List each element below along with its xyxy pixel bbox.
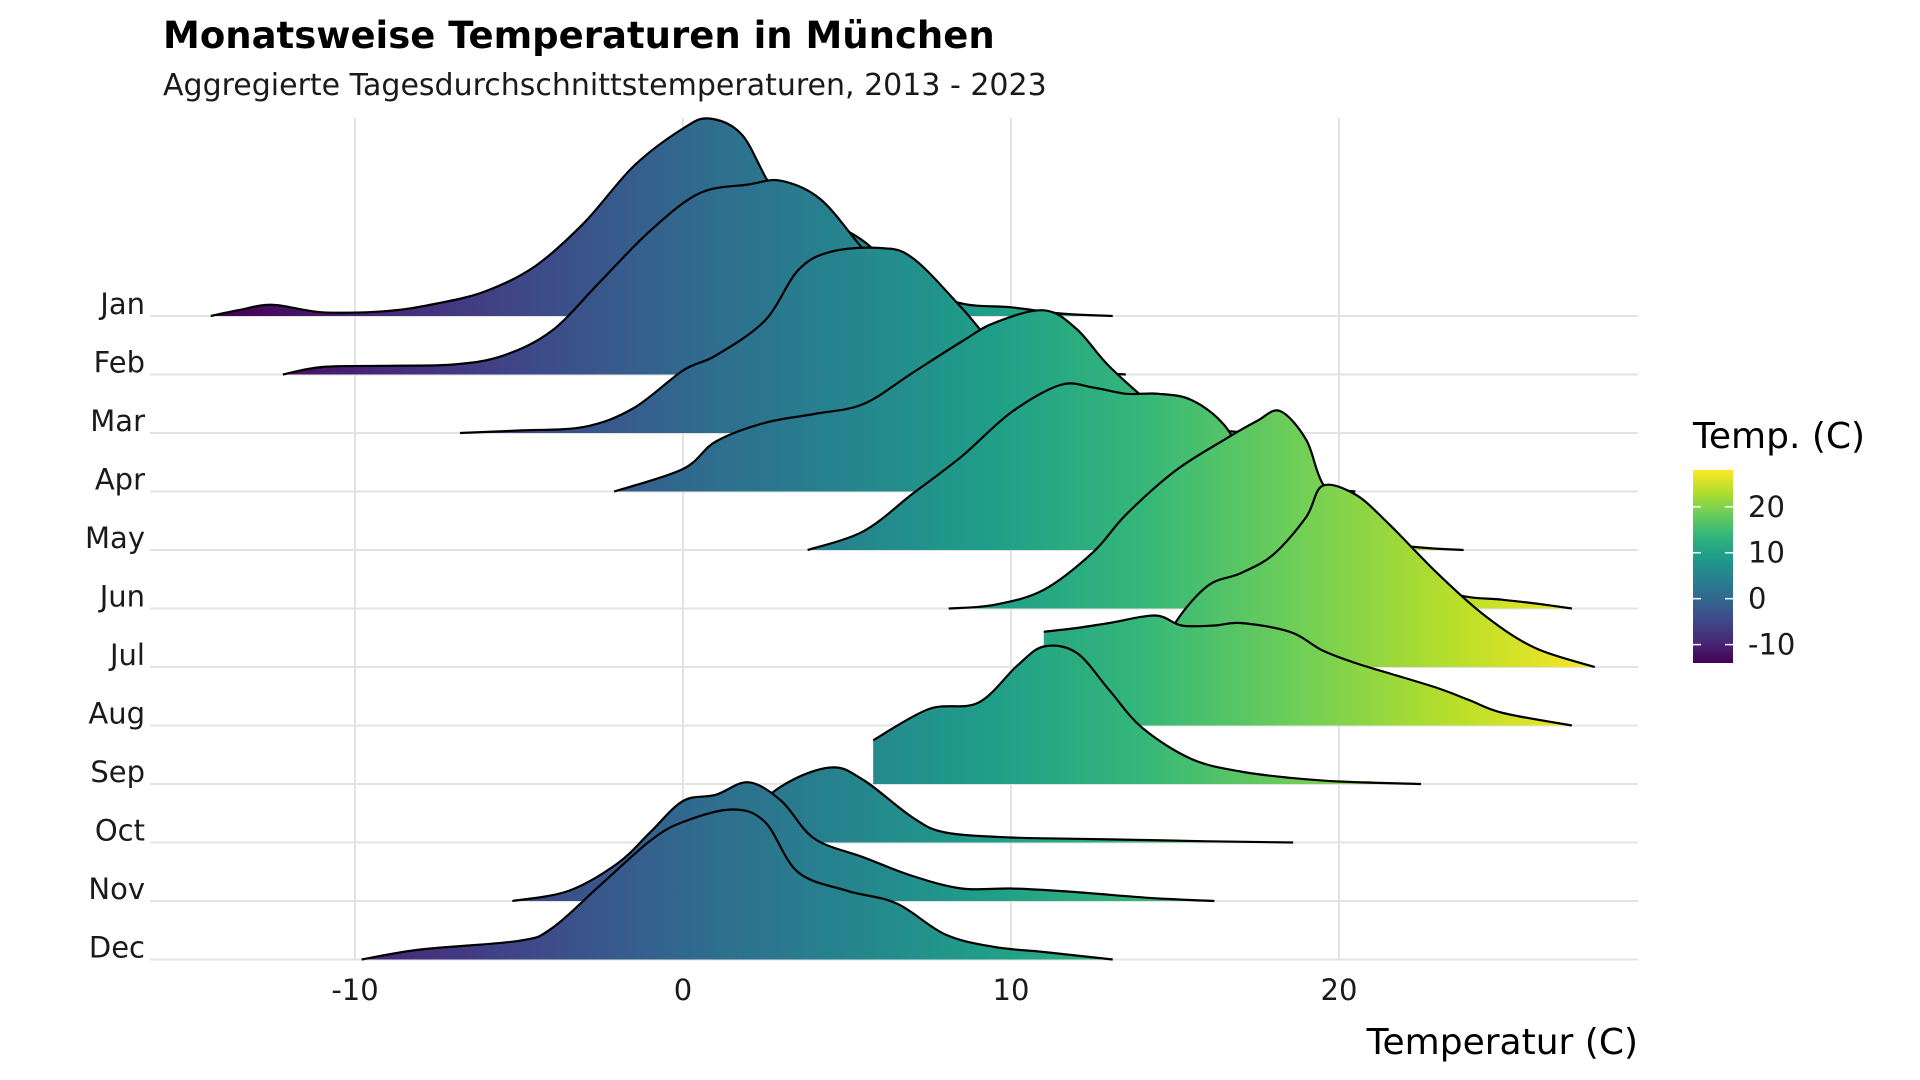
ridges-layer: [210, 117, 1596, 961]
legend-tick-label: 20: [1748, 490, 1785, 524]
y-tick-label: Jun: [98, 580, 145, 614]
ridge-fill-oct: [728, 767, 1294, 843]
y-tick-label: Jan: [98, 287, 145, 321]
x-tick-label: 10: [993, 973, 1030, 1007]
ridge-fill-sep: [873, 645, 1421, 784]
legend-title: Temp. (C): [1692, 416, 1865, 457]
ridge-line-aug: [1043, 614, 1573, 727]
ridge-fill-dec: [361, 809, 1113, 960]
ridge-line-nov: [512, 781, 1215, 903]
x-tick-label: 0: [674, 973, 692, 1007]
chart-subtitle: Aggregierte Tagesdurchschnittstemperatur…: [163, 68, 1047, 103]
y-tick-label: Feb: [94, 346, 145, 380]
legend-ticks: 20 10 0 -10: [1693, 490, 1795, 662]
ridge-line-oct: [728, 766, 1294, 844]
y-tick-label: Sep: [90, 755, 145, 789]
legend-tick-label: -10: [1748, 628, 1795, 662]
legend-colorbar: [1693, 470, 1733, 663]
ridge-fill-jun: [948, 410, 1572, 609]
ridge-line-jun: [948, 409, 1573, 610]
y-tick-label: Oct: [95, 814, 145, 848]
ridge-line-dec: [361, 808, 1113, 961]
y-axis-tick-labels: Jan Feb Mar Apr May Jun Jul Aug Sep Oct Nov Dec: [85, 287, 145, 965]
x-axis-label: Temperatur (C): [1366, 1022, 1638, 1063]
y-tick-label: Aug: [88, 697, 145, 731]
legend-tick-label: 10: [1748, 536, 1785, 570]
x-axis-tick-labels: -10 0 10 20: [331, 973, 1357, 1007]
ridge-fill-aug: [1043, 615, 1572, 726]
ridge-line-jul: [1154, 483, 1596, 669]
y-tick-label: Jul: [108, 638, 145, 672]
legend-tick-label: 0: [1748, 582, 1766, 616]
y-tick-label: Mar: [90, 404, 145, 438]
y-tick-label: Apr: [95, 463, 145, 497]
y-tick-label: Dec: [89, 931, 145, 965]
chart-title: Monatsweise Temperaturen in München: [163, 14, 995, 57]
ridge-fill-may: [807, 383, 1464, 550]
color-legend: Temp. (C) 20 10 0 -10: [1692, 416, 1865, 663]
y-tick-label: Nov: [88, 872, 145, 906]
ridge-fill-jul: [1155, 484, 1595, 667]
ridge-line-sep: [872, 644, 1422, 786]
x-tick-label: -10: [331, 973, 378, 1007]
y-tick-label: May: [85, 521, 145, 555]
x-tick-label: 20: [1321, 973, 1358, 1007]
ridge-fill-mar: [460, 247, 1257, 433]
